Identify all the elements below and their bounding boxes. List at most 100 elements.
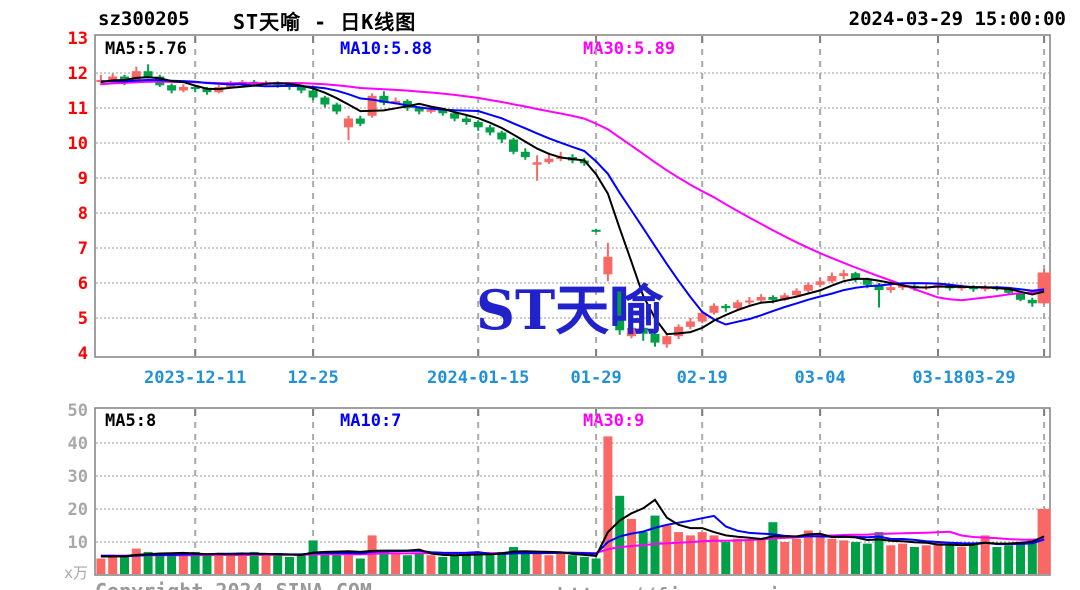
volume-bar (851, 542, 860, 574)
candle-body (544, 158, 554, 163)
volume-bar (1037, 509, 1051, 574)
volume-bar (957, 547, 967, 574)
candle-body (178, 87, 188, 91)
candle-body (744, 300, 754, 303)
candle-body (638, 327, 648, 334)
candle-body (780, 295, 790, 300)
volume-bar (414, 553, 424, 574)
volume-bar (344, 555, 353, 574)
candle-body (190, 87, 200, 89)
volume-bar (426, 555, 436, 574)
volume-bar (756, 538, 766, 574)
candle-body (615, 291, 625, 331)
volume-bar (803, 530, 813, 574)
volume-ma10-label: MA10:7 (340, 411, 402, 431)
volume-bar (709, 535, 719, 574)
candle-body (662, 336, 672, 345)
volume-bar (827, 538, 837, 574)
axis-tick-label: 6 (78, 274, 88, 294)
volume-bar (402, 555, 412, 574)
axis-tick-label: 13 (68, 29, 88, 49)
candle-body (792, 290, 801, 296)
volume-bar (685, 535, 695, 574)
axis-tick-label: 12 (68, 64, 88, 84)
stock-code: sz300205 (98, 8, 190, 30)
volume-bar (214, 553, 224, 574)
price-ma30-line (100, 80, 1045, 302)
candle-body (674, 326, 684, 337)
volume-bar (579, 556, 589, 574)
candle-body (332, 104, 342, 112)
candle-body (1016, 292, 1025, 300)
footer-url-text: https://finance.sina.com.cn (557, 584, 893, 590)
volume-bar (190, 551, 200, 574)
volume-bar (721, 542, 731, 574)
volume-bar (744, 540, 754, 574)
volume-bar (662, 525, 672, 574)
volume-bar (568, 555, 577, 574)
volume-bar (509, 547, 518, 574)
candle-body (1027, 299, 1037, 304)
candle-body (603, 256, 613, 275)
volume-bar (96, 558, 106, 574)
price-ma30-line-group (100, 80, 1045, 302)
volume-bar (273, 555, 283, 574)
axis-tick-label: 2024-01-15 (427, 368, 529, 388)
price-ma5-label: MA5:5.76 (105, 39, 187, 59)
volume-bar (143, 551, 153, 574)
volume-ma5-label: MA5:8 (105, 411, 157, 431)
volume-bar (131, 548, 141, 574)
volume-bar (909, 547, 919, 574)
volume-bar (768, 522, 778, 574)
candle-body (202, 88, 212, 93)
volume-bar (308, 540, 318, 574)
volume-bar (296, 555, 306, 574)
volume-bar (603, 436, 613, 574)
price-ma5-line (100, 76, 1045, 336)
volume-bar (780, 542, 790, 574)
volume-bar (108, 555, 118, 574)
candle-body (108, 76, 118, 80)
axis-tick-label: 5 (78, 309, 88, 329)
chart-title: ST天喻 - 日K线图 (233, 10, 417, 34)
volume-bar (379, 550, 389, 575)
volume-bar (391, 553, 401, 574)
candle-body (709, 305, 719, 313)
candle-body (379, 95, 389, 103)
candle-body (450, 113, 460, 119)
candle-body (591, 229, 601, 232)
volume-bar (898, 543, 908, 574)
volume-bar (556, 553, 566, 574)
candle-body (685, 321, 695, 327)
candle-body (320, 97, 330, 105)
price-ma30-label: MA30:5.89 (583, 39, 676, 59)
volume-bar (332, 553, 342, 574)
volume-bar (674, 532, 684, 574)
copyright-text: Copyright 2024 SINA.COM (95, 579, 372, 590)
volume-bar (355, 558, 365, 574)
volume-bar (733, 538, 743, 574)
volume-bar (497, 551, 507, 574)
volume-bar (261, 555, 271, 574)
candle-body (367, 95, 377, 116)
volume-bar (615, 495, 625, 574)
volume-ma30-label: MA30:9 (583, 411, 645, 431)
candle-body (650, 333, 660, 343)
price-ma10-label: MA10:5.88 (340, 39, 433, 59)
candle-body (497, 132, 507, 140)
candle-body (485, 127, 495, 133)
volume-bar (1004, 545, 1014, 574)
candle-body (886, 287, 896, 290)
axis-tick-label: 7 (78, 239, 88, 259)
candle-body (344, 118, 353, 128)
volume-axis-labels: 50 40 30 20 10 (68, 401, 88, 553)
candle-body (355, 118, 365, 124)
axis-tick-label: 8 (78, 204, 88, 224)
candle-body (768, 297, 778, 300)
candle-body (167, 85, 177, 91)
volume-bar (485, 553, 495, 574)
candle-body (862, 279, 872, 285)
axis-tick-label: 01-29 (571, 368, 622, 388)
volume-bar (921, 545, 931, 574)
